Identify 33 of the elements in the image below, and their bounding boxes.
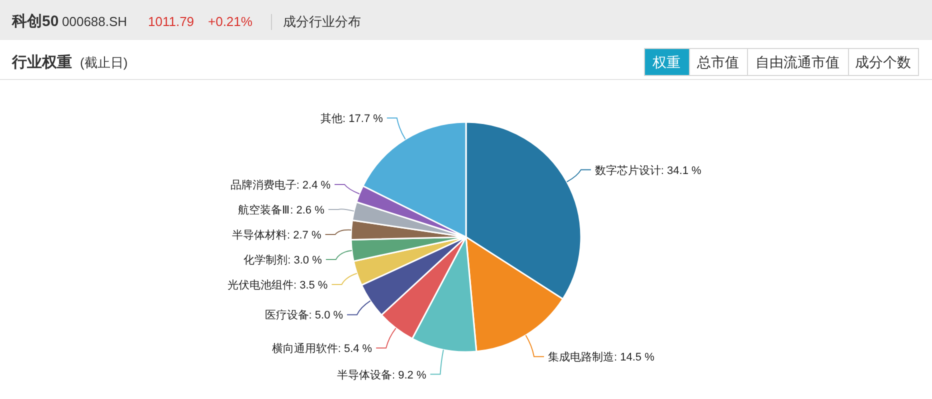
text: (截止日)	[80, 55, 128, 70]
text: 1011.79	[148, 14, 194, 29]
slice-label: 集成电路制造	[548, 350, 614, 364]
text: 000688.SH	[62, 14, 128, 29]
slice-label: 化学制剂	[244, 253, 288, 266]
data-label: : 5.0 %	[308, 310, 344, 322]
slice-label: 半导体材料	[232, 228, 287, 242]
text: 总市值	[696, 54, 739, 70]
data-label: : 9.2 %	[392, 369, 426, 382]
data-label: : 3.0 %	[288, 254, 322, 266]
data-label: : 2.4 %	[296, 179, 331, 192]
slice-label: 品牌消费电子	[230, 178, 296, 192]
data-label: : 2.7 %	[286, 229, 322, 242]
slice-label: 其他	[320, 112, 343, 126]
data-label: : 3.5 %	[293, 279, 328, 292]
data-label: : 2.6 %	[290, 204, 325, 216]
data-label: : 34.1 %	[660, 164, 702, 177]
text: 权重	[652, 54, 680, 70]
data-label: : 14.5 %	[614, 352, 655, 364]
data-label: : 5.4 %	[338, 342, 372, 355]
text: 行业权重	[11, 54, 72, 71]
text: 成分个数	[855, 54, 911, 70]
slice-label: 光伏电池组件	[227, 278, 294, 292]
data-label: : 17.7 %	[342, 113, 384, 126]
slice-label: 横向通用软件	[272, 342, 338, 355]
text: 科创50	[11, 13, 59, 30]
slice-label: 半导体设备	[337, 368, 392, 382]
slice-label: 医疗设备	[264, 308, 309, 322]
slice-label: 数字芯片设计	[594, 164, 661, 177]
text: 自由流通市值	[756, 54, 840, 70]
text: 成分行业分布	[283, 14, 361, 29]
text: +0.21%	[208, 14, 253, 29]
slice-label: 航空装备Ⅲ	[238, 203, 290, 216]
